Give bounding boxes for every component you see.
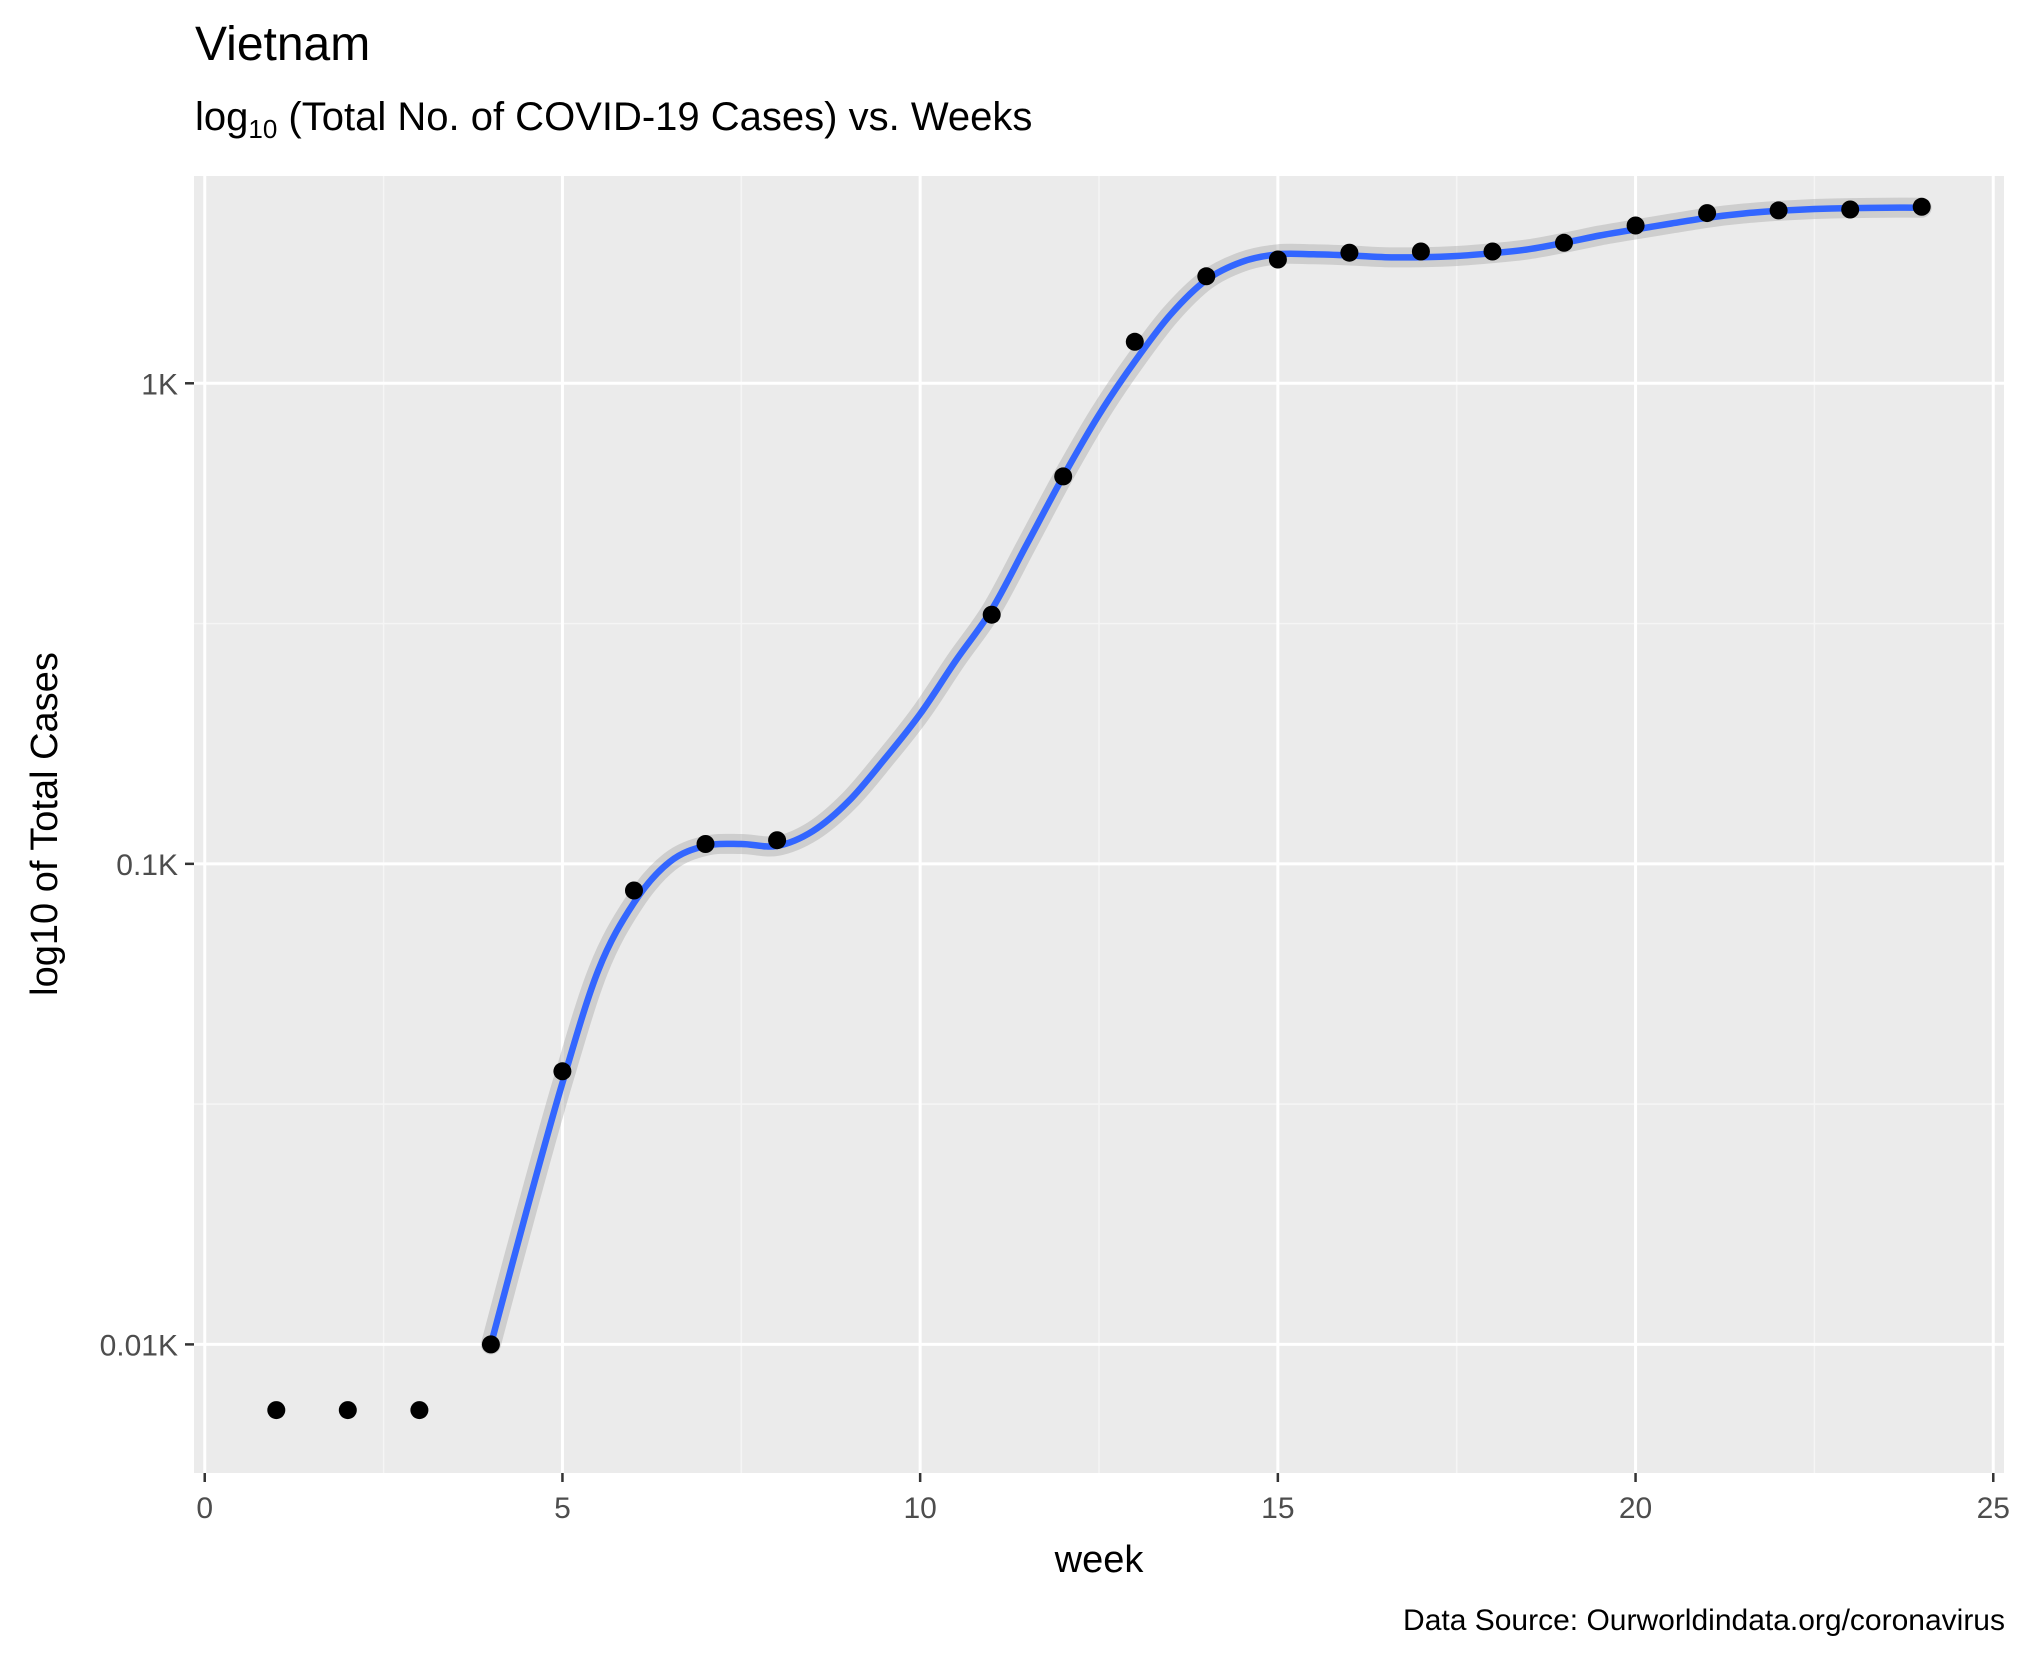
x-tick-label: 20 — [1619, 1492, 1652, 1525]
data-point — [768, 831, 787, 850]
data-point — [553, 1062, 572, 1081]
x-tick-label: 25 — [1977, 1492, 2010, 1525]
x-tick-label: 5 — [554, 1492, 571, 1525]
data-point — [267, 1401, 286, 1420]
y-axis: 0.01K 0.1K 1K — [100, 368, 194, 1362]
x-tick-label: 10 — [903, 1492, 936, 1525]
data-point — [1268, 250, 1287, 269]
x-tick-label: 0 — [196, 1492, 213, 1525]
data-point — [1555, 233, 1573, 252]
y-tick-label: 0.01K — [100, 1329, 178, 1362]
chart-subtitle: log10 (Total No. of COVID-19 Cases) vs. … — [195, 95, 1032, 144]
data-point — [410, 1401, 429, 1420]
y-axis-title: log10 of Total Cases — [24, 652, 66, 996]
data-point — [696, 835, 715, 853]
data-point — [1698, 204, 1717, 223]
data-point — [1054, 467, 1073, 486]
data-point — [1841, 200, 1860, 219]
x-axis-title: week — [1054, 1539, 1145, 1581]
subtitle-subscript: 10 — [248, 114, 277, 144]
y-tick-label: 0.1K — [116, 849, 178, 882]
x-axis: 0 5 10 15 20 25 — [196, 1473, 2010, 1525]
data-source-caption: Data Source: Ourworldindata.org/coronavi… — [1403, 1604, 2005, 1637]
x-tick-label: 15 — [1261, 1492, 1294, 1525]
data-point — [1769, 201, 1788, 220]
subtitle-prefix: log — [195, 95, 248, 139]
data-point — [625, 881, 643, 900]
data-point — [338, 1401, 357, 1420]
data-point — [982, 605, 1001, 624]
major-gridlines — [194, 176, 2004, 1473]
chart-title: Vietnam — [195, 18, 370, 71]
data-point — [1912, 197, 1931, 216]
data-points-group — [267, 197, 1931, 1420]
data-point — [1483, 242, 1502, 261]
data-point — [1125, 332, 1144, 351]
data-point — [1340, 243, 1359, 262]
minor-gridlines — [194, 176, 2004, 1473]
y-tick-label: 1K — [141, 368, 178, 401]
data-point — [1197, 267, 1216, 286]
data-point — [1411, 242, 1430, 261]
data-point — [1626, 216, 1645, 235]
data-point — [481, 1335, 500, 1354]
subtitle-suffix: (Total No. of COVID-19 Cases) vs. Weeks — [277, 95, 1032, 139]
